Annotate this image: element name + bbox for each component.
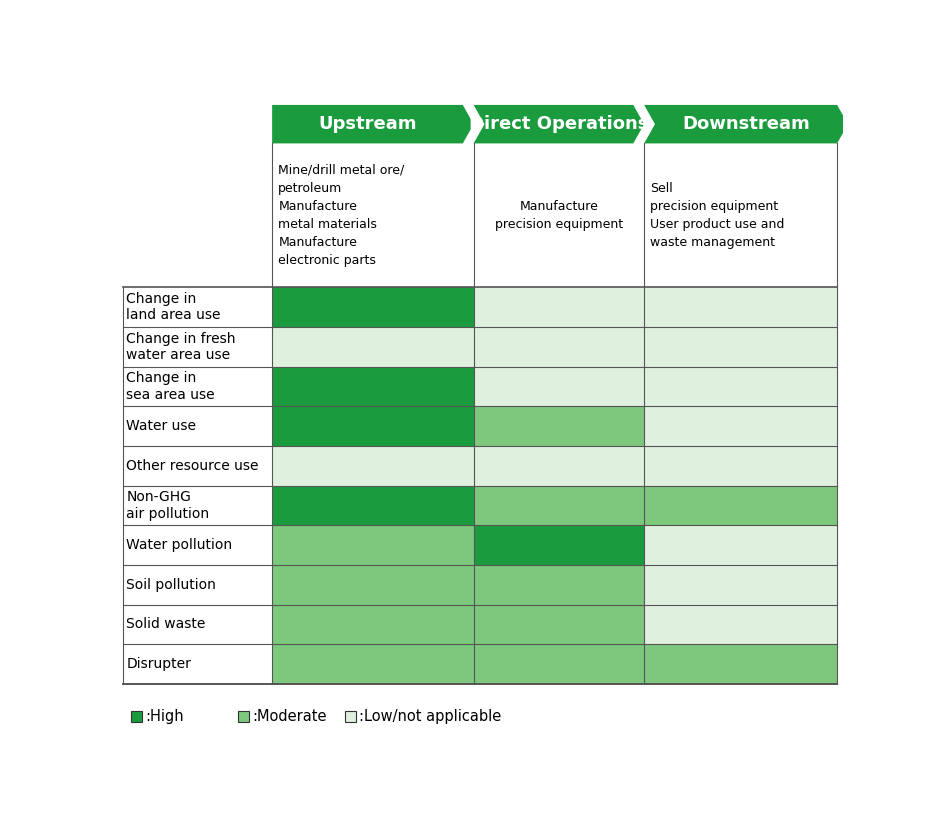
Bar: [473, 407, 643, 446]
Polygon shape: [643, 105, 847, 143]
Bar: [344, 711, 356, 722]
Bar: [473, 327, 643, 367]
Bar: [643, 605, 836, 644]
Text: Downstream: Downstream: [681, 115, 809, 133]
Text: Other resource use: Other resource use: [126, 459, 258, 473]
Bar: [271, 605, 473, 644]
Bar: [271, 327, 473, 367]
Bar: [271, 525, 473, 565]
Bar: [643, 287, 836, 327]
Bar: [643, 407, 836, 446]
Bar: [271, 446, 473, 486]
Text: Soil pollution: Soil pollution: [126, 578, 216, 592]
Text: :Moderate: :Moderate: [252, 709, 326, 723]
Bar: [473, 486, 643, 525]
Text: Water pollution: Water pollution: [126, 538, 232, 552]
Bar: [473, 525, 643, 565]
Polygon shape: [271, 105, 473, 143]
Text: :High: :High: [145, 709, 183, 723]
Text: Disrupter: Disrupter: [126, 657, 191, 671]
Bar: [643, 446, 836, 486]
Bar: [271, 486, 473, 525]
Text: Non-GHG
air pollution: Non-GHG air pollution: [126, 491, 210, 521]
Bar: [271, 644, 473, 684]
Bar: [643, 327, 836, 367]
Bar: [271, 565, 473, 605]
Bar: [271, 287, 473, 327]
Bar: [473, 605, 643, 644]
Bar: [131, 711, 141, 722]
Bar: [271, 407, 473, 446]
Text: Sell
precision equipment
User product use and
waste management: Sell precision equipment User product us…: [650, 182, 783, 249]
Polygon shape: [473, 105, 643, 143]
Text: Water use: Water use: [126, 419, 197, 433]
Bar: [643, 565, 836, 605]
Bar: [473, 565, 643, 605]
Text: Change in
land area use: Change in land area use: [126, 292, 221, 323]
Bar: [643, 367, 836, 407]
Text: Solid waste: Solid waste: [126, 617, 206, 631]
Text: :Low/not applicable: :Low/not applicable: [358, 709, 501, 723]
Text: Manufacture
precision equipment: Manufacture precision equipment: [494, 200, 622, 231]
Text: Change in fresh
water area use: Change in fresh water area use: [126, 332, 236, 362]
Bar: [473, 367, 643, 407]
Bar: [643, 644, 836, 684]
Bar: [473, 287, 643, 327]
Text: Change in
sea area use: Change in sea area use: [126, 371, 215, 402]
Bar: [643, 525, 836, 565]
Bar: [473, 446, 643, 486]
Text: Upstream: Upstream: [318, 115, 417, 133]
Text: Direct Operations: Direct Operations: [469, 115, 648, 133]
Text: Mine/drill metal ore/
petroleum
Manufacture
metal materials
Manufacture
electron: Mine/drill metal ore/ petroleum Manufact…: [278, 164, 404, 267]
Bar: [473, 644, 643, 684]
Bar: [271, 367, 473, 407]
Bar: [643, 486, 836, 525]
Bar: [238, 711, 249, 722]
